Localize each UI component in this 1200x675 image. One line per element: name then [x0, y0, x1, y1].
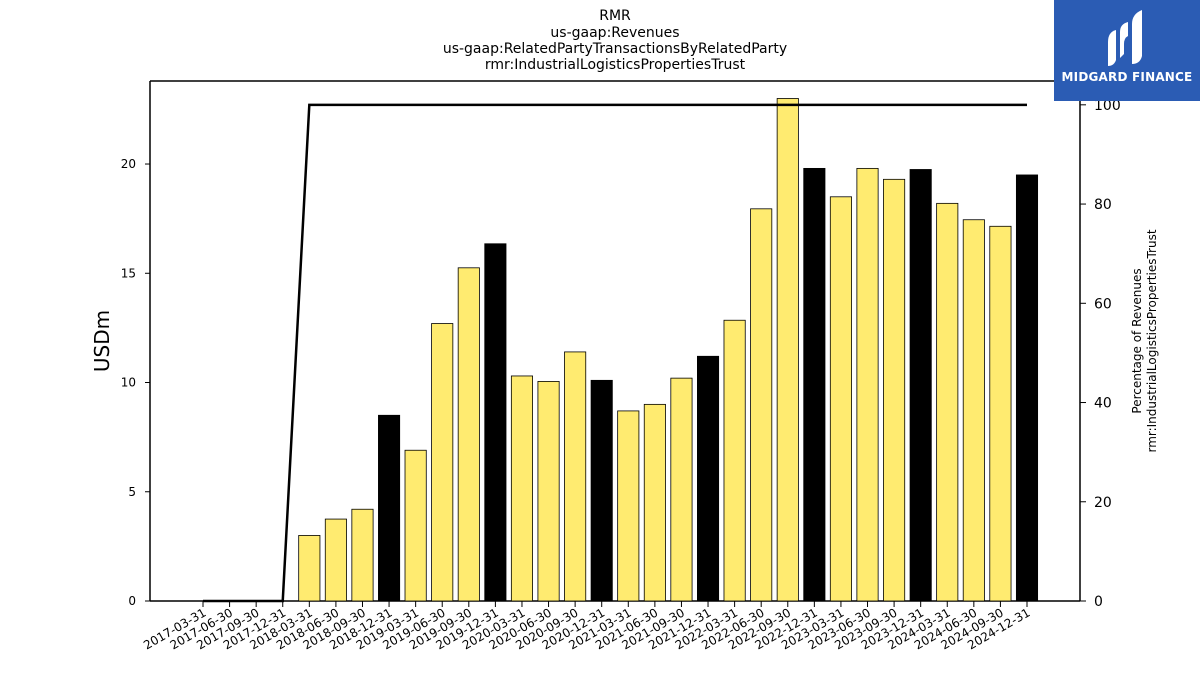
bar-2019-06-30: [431, 323, 454, 602]
left-y-tick-label: 20: [121, 157, 136, 171]
bar-2020-12-31: [590, 379, 613, 602]
right-y-axis-label-line-1: Percentage of Revenues: [1130, 268, 1144, 413]
right-y-tick-label: 20: [1094, 495, 1112, 511]
left-y-tick-label: 0: [128, 594, 136, 608]
bar-2023-03-31: [829, 196, 852, 602]
right-y-axis: 0 20 40 60 80 100: [1080, 98, 1121, 610]
x-axis: 2017-03-312017-06-302017-09-302017-12-31…: [141, 601, 1033, 652]
bar-2021-06-30: [643, 403, 666, 602]
right-y-tick-label: 100: [1094, 98, 1121, 114]
bar-2022-12-31: [803, 167, 826, 602]
bar-2024-06-30: [962, 219, 985, 602]
bar-series: [298, 98, 1039, 602]
left-y-axis-label: USDm: [90, 310, 114, 372]
logo-mark-icon: [1108, 10, 1142, 66]
bar-2023-06-30: [856, 167, 879, 602]
line-series: [203, 103, 1027, 603]
left-y-tick-label: 10: [121, 376, 136, 390]
bar-2018-12-31: [378, 414, 401, 602]
chart-title: RMR us-gaap:Revenues us-gaap:RelatedPart…: [443, 8, 787, 73]
bar-2024-12-31: [1015, 174, 1039, 602]
bar-2021-12-31: [697, 355, 720, 602]
bar-2018-03-31: [298, 535, 321, 602]
bar-2022-03-31: [723, 319, 746, 602]
left-y-tick-label: 5: [128, 485, 136, 499]
right-y-tick-label: 80: [1094, 197, 1112, 213]
percentage-line: [203, 103, 1027, 603]
chart-title-line-2: us-gaap:Revenues: [550, 25, 679, 41]
bar-2018-06-30: [324, 518, 347, 602]
bar-2020-06-30: [537, 381, 560, 602]
bar-2024-09-30: [989, 225, 1012, 602]
midgard-finance-logo: MIDGARD FINANCE: [1054, 0, 1200, 101]
chart-title-line-3: us-gaap:RelatedPartyTransactionsByRelate…: [443, 41, 787, 57]
bar-2019-09-30: [457, 267, 480, 602]
left-y-tick-label: 15: [121, 266, 136, 280]
bar-2023-12-31: [909, 169, 932, 602]
bar-2021-03-31: [617, 410, 640, 602]
bar-2019-12-31: [484, 243, 507, 602]
bar-2019-03-31: [404, 449, 427, 602]
bar-2018-09-30: [351, 508, 374, 602]
left-y-axis: 0 5 10 15 20: [121, 157, 150, 608]
logo-text: MIDGARD FINANCE: [1061, 70, 1193, 84]
bar-2022-06-30: [750, 208, 773, 602]
right-y-tick-label: 40: [1094, 396, 1112, 412]
bar-2024-03-31: [936, 202, 959, 602]
chart-title-line-1: RMR: [599, 8, 631, 24]
bar-2022-09-30: [776, 98, 799, 602]
right-y-tick-label: 60: [1094, 296, 1112, 312]
chart-title-line-4: rmr:IndustrialLogisticsPropertiesTrust: [485, 57, 746, 73]
bar-2020-09-30: [564, 351, 587, 602]
right-y-axis-label-line-2: rmr:IndustrialLogisticsPropertiesTrust: [1145, 229, 1159, 452]
bar-2021-09-30: [670, 377, 693, 602]
bar-2020-03-31: [510, 375, 533, 602]
bar-2023-09-30: [883, 178, 906, 602]
right-y-tick-label: 0: [1094, 594, 1103, 610]
